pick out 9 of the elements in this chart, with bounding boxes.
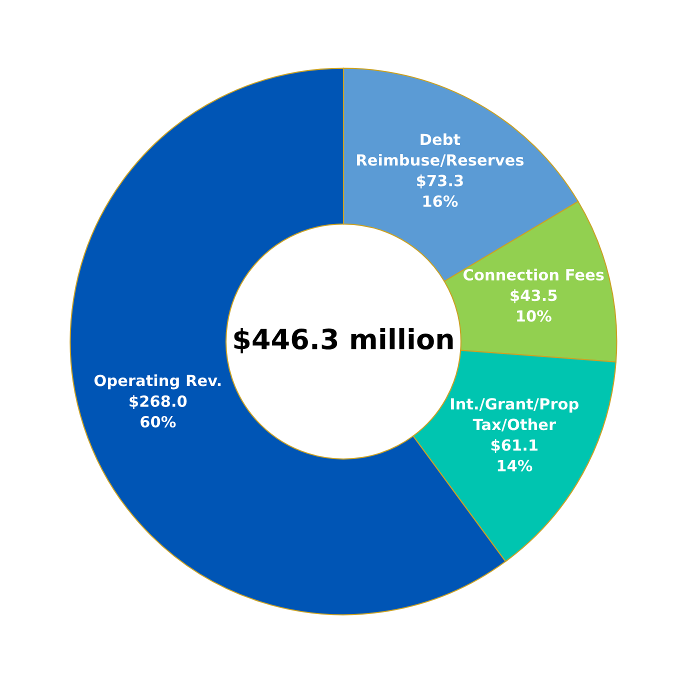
data-label: $73.3 16% (416, 174, 463, 207)
slice-label: Operating Rev. (94, 374, 221, 390)
slice-label: Int./Grant/Prop Tax/Other (451, 398, 578, 432)
slice-label: Debt Reimbuse/Reserves (357, 133, 524, 167)
data-label: $268.0 60% (130, 395, 187, 428)
data-label: $43.5 10% (510, 289, 557, 322)
text: $446.3 million (234, 328, 453, 354)
slice-label: Connection Fees (464, 268, 604, 281)
data-label: $61.1 14% (491, 438, 538, 472)
